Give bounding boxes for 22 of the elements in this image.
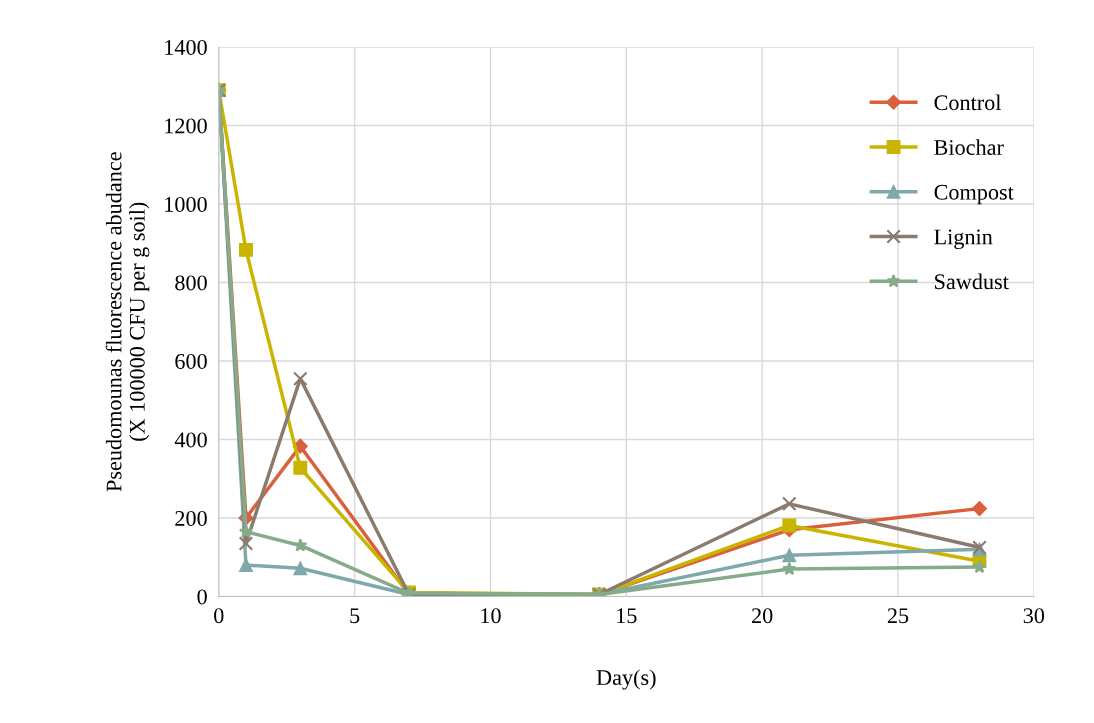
x-tick-label: 20 bbox=[752, 608, 773, 624]
y-tick-label: 1000 bbox=[165, 196, 207, 212]
x-tick-label: 25 bbox=[887, 608, 909, 624]
x-axis-title: Day(s) bbox=[596, 669, 656, 690]
legend-label: Lignin bbox=[934, 229, 993, 250]
y-tick-label: 200 bbox=[175, 510, 207, 526]
x-tick-label: 5 bbox=[350, 608, 360, 624]
legend-label: Sawdust bbox=[935, 273, 1009, 290]
y-tick-label: 0 bbox=[197, 589, 207, 605]
x-tick-label: 15 bbox=[617, 608, 637, 624]
y-tick-label: 400 bbox=[174, 432, 207, 448]
x-tick-label: 10 bbox=[481, 608, 501, 624]
y-axis-title: Pseudomounas fluorescence abudance (X 100000 CFU per g soil) bbox=[105, 152, 150, 492]
y-tick-label: 1200 bbox=[165, 118, 207, 134]
x-tick-label: 30 bbox=[1023, 608, 1045, 624]
x-tick-label: 0 bbox=[214, 608, 224, 624]
y-tick-label: 800 bbox=[175, 275, 207, 291]
legend-label: Compost bbox=[934, 184, 1014, 205]
y-tick-label: 1400 bbox=[165, 39, 207, 55]
legend-label: Control bbox=[934, 94, 1002, 111]
legend-label: Biochar bbox=[934, 139, 1004, 155]
y-tick-label: 600 bbox=[175, 353, 207, 369]
